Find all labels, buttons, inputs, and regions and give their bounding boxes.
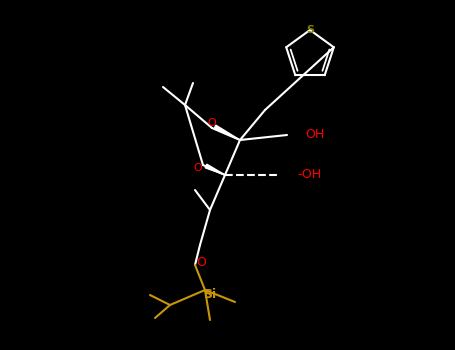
Text: O: O — [196, 256, 206, 268]
Text: S: S — [306, 25, 314, 35]
Text: O: O — [207, 118, 217, 128]
Polygon shape — [214, 125, 240, 140]
Text: OH: OH — [305, 128, 324, 141]
Text: O: O — [194, 163, 202, 173]
Text: Si: Si — [203, 288, 217, 301]
Text: -OH: -OH — [297, 168, 321, 182]
Polygon shape — [205, 164, 225, 175]
